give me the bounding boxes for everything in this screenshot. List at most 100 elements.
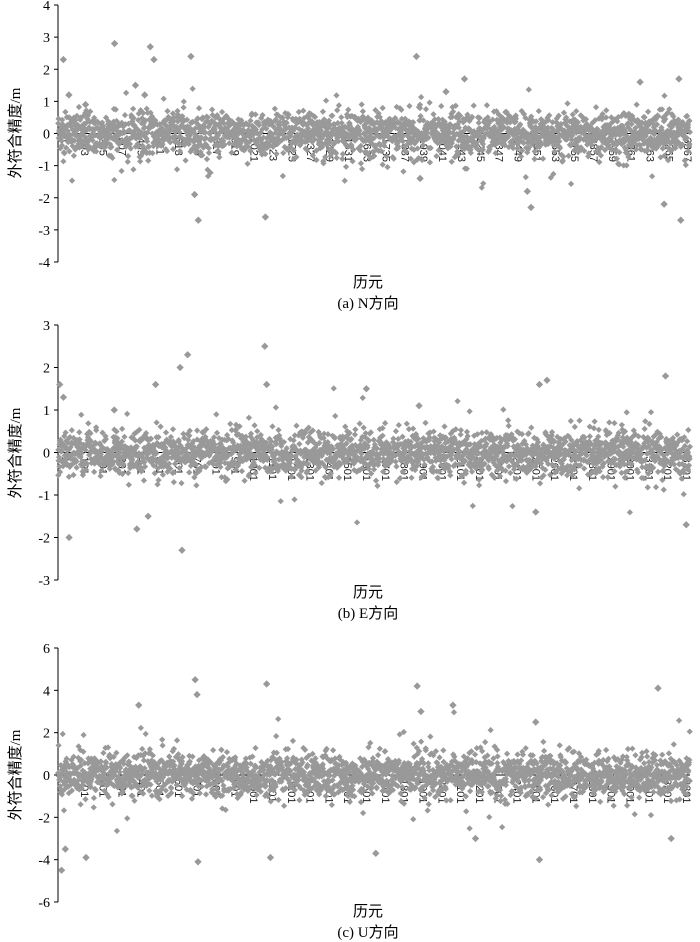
y-tick-label: 2 [43,362,50,377]
data-point [509,503,516,510]
data-point [123,89,130,96]
data-point [137,158,144,165]
data-point [89,137,96,144]
data-point [332,412,339,420]
data-point [169,426,177,433]
data-point [341,177,348,184]
panel-e-ylabel: 外符合精度/m [7,407,24,498]
data-point [335,102,343,109]
data-point [93,148,100,155]
data-point [342,163,350,170]
data-point-outlier [261,213,270,221]
y-tick-label: 6 [43,642,50,657]
data-point-outlier [442,88,450,96]
data-point [682,161,689,169]
data-point [124,410,131,418]
data-point [60,158,67,165]
data-point [87,108,94,115]
data-point [126,140,134,148]
data-point [193,482,200,489]
data-point [382,420,389,427]
data-point-outlier [416,174,424,183]
data-point [470,102,477,109]
data-point [124,158,131,165]
data-point [173,166,181,173]
data-point-outlier [183,351,192,359]
data-point [296,440,303,448]
data-point [374,482,381,489]
data-point [111,176,118,184]
data-point [358,101,365,108]
data-point [218,108,226,116]
x-tick-label: 1 [59,138,71,144]
data-point [454,398,461,405]
data-point [338,114,345,121]
data-point [90,804,97,811]
data-point-outlier [187,52,195,61]
data-point [70,152,77,159]
data-point-outlier [682,521,690,529]
data-point [291,496,298,503]
data-point [178,479,185,487]
data-point [130,166,137,173]
data-point [353,519,361,526]
data-point-outlier [262,380,271,389]
data-point [644,108,652,115]
y-tick-label: 4 [43,0,50,14]
panel-n-ylabel: 外符合精度/m [7,87,24,178]
data-point-outlier [65,533,73,542]
data-point [418,94,425,101]
data-point [592,104,600,111]
data-point [356,420,363,427]
data-point-outlier [110,406,118,414]
data-point [469,502,476,509]
data-point [66,148,73,155]
data-point [272,404,279,411]
data-point [652,483,660,491]
data-point [535,107,542,115]
data-point [438,103,445,110]
data-point [114,146,121,153]
data-point [591,418,598,425]
data-point [649,173,656,180]
data-point-outlier [131,81,140,89]
y-tick-label: 1 [43,404,50,419]
data-point [576,417,583,424]
data-point [406,102,413,110]
data-point [113,827,121,835]
data-point [300,107,307,114]
data-point [62,108,69,116]
y-tick-label: 3 [43,319,50,334]
data-point [322,97,330,104]
data-point [78,411,85,418]
data-point [182,157,189,164]
data-point [372,477,380,484]
data-point [130,114,137,122]
data-point [641,114,648,121]
data-point [358,165,366,173]
data-point-outlier [81,100,90,109]
data-point [571,423,578,431]
data-point-outlier [141,91,149,99]
data-point-outlier [412,52,421,61]
data-point [334,107,341,114]
data-point [483,102,491,109]
data-point [647,409,655,416]
data-point [685,426,692,434]
data-point [121,111,129,119]
data-point [330,385,337,392]
data-point [277,498,284,505]
data-point [400,168,407,175]
data-point [130,105,137,112]
data-point [160,95,167,102]
data-point [633,101,640,108]
data-point-outlier [636,78,644,86]
data-point-outlier [110,39,119,48]
data-point [141,124,148,131]
data-point [269,423,276,430]
data-point-outlier [460,75,469,83]
